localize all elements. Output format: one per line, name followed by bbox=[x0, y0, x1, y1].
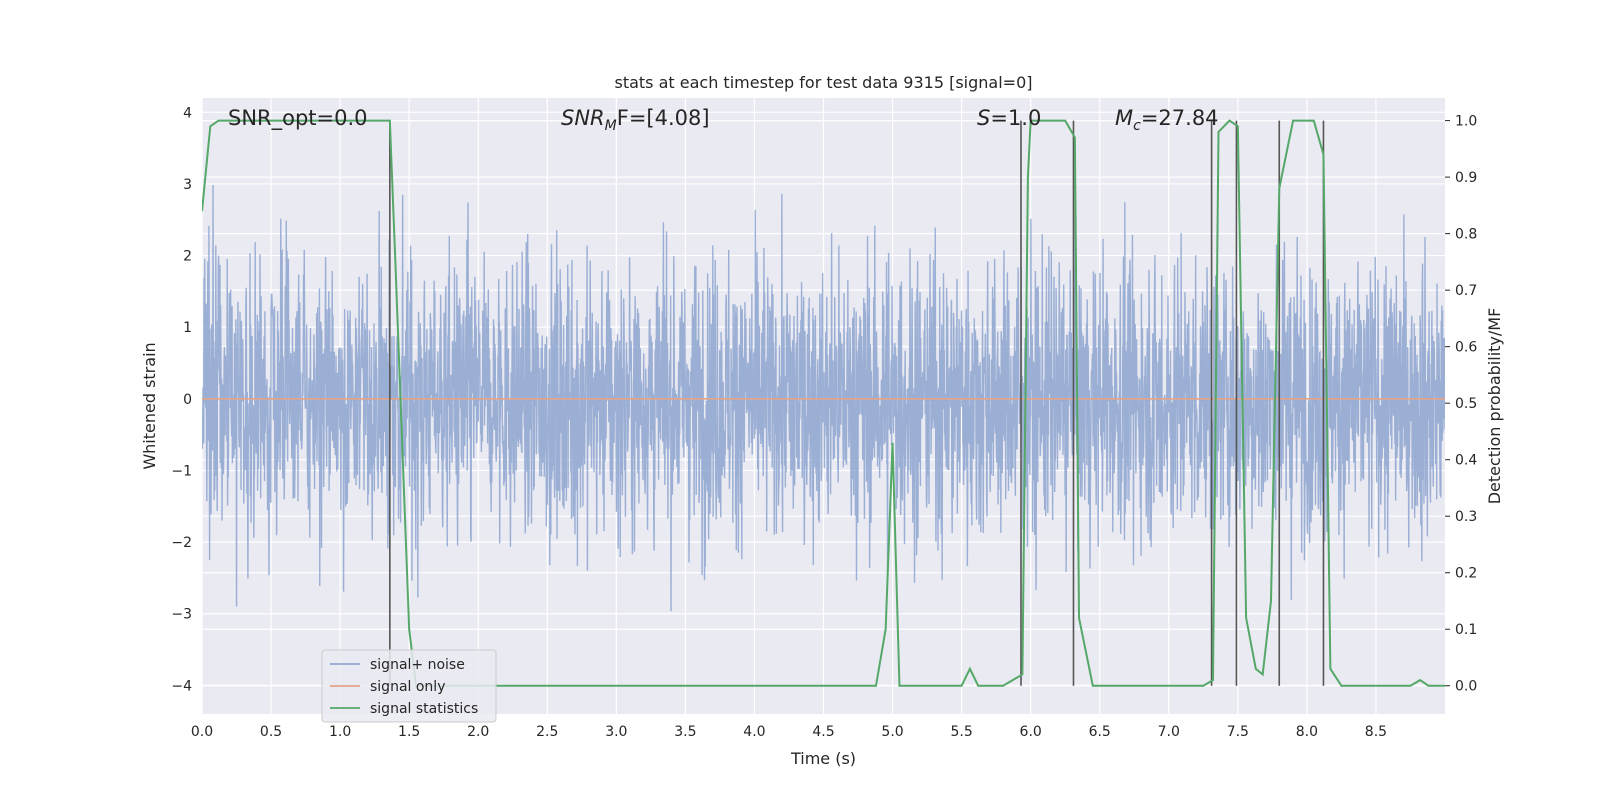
annotation-s-value: =1.0 bbox=[990, 106, 1041, 130]
x-tick-label: 8.5 bbox=[1365, 724, 1387, 740]
left-y-tick-label: −3 bbox=[171, 607, 192, 623]
annotation-snr-mf-var: SNR bbox=[561, 106, 605, 130]
chart-title: stats at each timestep for test data 931… bbox=[614, 73, 1032, 92]
x-tick-label: 3.5 bbox=[674, 724, 696, 740]
noise-series bbox=[202, 184, 1445, 612]
left-y-axis-ticks: 4 3 2 1 0 −1 −2 −3 −4 bbox=[171, 105, 192, 694]
signal-statistics-series bbox=[202, 119, 1445, 687]
x-tick-label: 0.5 bbox=[260, 724, 282, 740]
legend-label-signal: signal only bbox=[370, 679, 445, 695]
left-y-tick-label: 3 bbox=[183, 177, 192, 193]
left-y-tick-label: −2 bbox=[171, 535, 192, 551]
annotation-snr-opt: SNR_opt=0.0 bbox=[228, 106, 368, 131]
noise-line bbox=[202, 184, 1445, 612]
right-y-tick-label: 0.2 bbox=[1455, 566, 1477, 582]
legend: signal+ noise signal only signal statist… bbox=[321, 649, 497, 723]
x-tick-label: 7.5 bbox=[1227, 724, 1249, 740]
signal-statistics-line bbox=[202, 119, 1445, 687]
x-tick-label: 2.5 bbox=[536, 724, 558, 740]
annotation-snr-mf-sub: M bbox=[605, 118, 617, 134]
left-y-tick-label: 0 bbox=[183, 392, 192, 408]
left-y-tick-label: −4 bbox=[171, 678, 192, 694]
right-y-axis-ticks: 1.0 0.9 0.8 0.7 0.6 0.5 0.4 0.3 0.2 0.1 0.0 bbox=[1445, 114, 1477, 695]
left-y-tick-label: 1 bbox=[183, 320, 192, 336]
x-tick-label: 7.0 bbox=[1158, 724, 1180, 740]
annotation-mc-sub: c bbox=[1133, 118, 1141, 134]
annotation-s-var: S bbox=[977, 106, 990, 130]
x-tick-label: 4.0 bbox=[743, 724, 765, 740]
annotation-mc: Mc=27.84 bbox=[1115, 106, 1219, 134]
x-tick-label: 6.5 bbox=[1089, 724, 1111, 740]
x-tick-label: 6.0 bbox=[1020, 724, 1042, 740]
right-y-tick-label: 0.7 bbox=[1455, 283, 1477, 299]
x-tick-label: 2.0 bbox=[467, 724, 489, 740]
left-y-tick-label: 2 bbox=[183, 249, 192, 265]
right-y-axis-label: Detection probability/MF bbox=[1485, 308, 1504, 505]
legend-box bbox=[321, 649, 497, 723]
x-tick-label: 1.0 bbox=[329, 724, 351, 740]
right-y-tick-label: 0.6 bbox=[1455, 340, 1477, 356]
x-tick-label: 4.5 bbox=[812, 724, 834, 740]
x-tick-label: 0.0 bbox=[191, 724, 213, 740]
annotation-s: S=1.0 bbox=[977, 106, 1041, 130]
left-y-axis-label: Whitened strain bbox=[140, 342, 159, 469]
annotation-mc-var: M bbox=[1115, 106, 1133, 130]
left-y-tick-label: −1 bbox=[171, 463, 192, 479]
annotation-snr-mf-value: F=[4.08] bbox=[617, 106, 710, 130]
legend-label-noise: signal+ noise bbox=[370, 657, 465, 673]
right-y-tick-label: 0.9 bbox=[1455, 170, 1477, 186]
right-y-tick-label: 0.8 bbox=[1455, 227, 1477, 243]
legend-label-stats: signal statistics bbox=[370, 701, 478, 717]
right-y-tick-label: 1.0 bbox=[1455, 114, 1477, 130]
left-y-tick-label: 4 bbox=[183, 105, 192, 121]
annotation-mc-value: =27.84 bbox=[1141, 106, 1219, 130]
right-y-tick-label: 0.4 bbox=[1455, 453, 1477, 469]
x-tick-label: 8.0 bbox=[1296, 724, 1318, 740]
right-y-tick-label: 0.3 bbox=[1455, 509, 1477, 525]
x-tick-label: 3.0 bbox=[605, 724, 627, 740]
right-y-tick-label: 0.0 bbox=[1455, 679, 1477, 695]
right-y-tick-label: 0.1 bbox=[1455, 622, 1477, 638]
x-axis-label: Time (s) bbox=[790, 749, 856, 768]
annotation-snr-mf: SNRMF=[4.08] bbox=[561, 106, 710, 134]
x-tick-label: 1.5 bbox=[398, 724, 420, 740]
x-axis-ticks: 0.0 0.5 1.0 1.5 2.0 2.5 3.0 3.5 4.0 4.5 5.0 5.5 6.0 6… bbox=[191, 724, 1387, 740]
x-tick-label: 5.0 bbox=[881, 724, 903, 740]
x-tick-label: 5.5 bbox=[950, 724, 972, 740]
right-y-tick-label: 0.5 bbox=[1455, 396, 1477, 412]
